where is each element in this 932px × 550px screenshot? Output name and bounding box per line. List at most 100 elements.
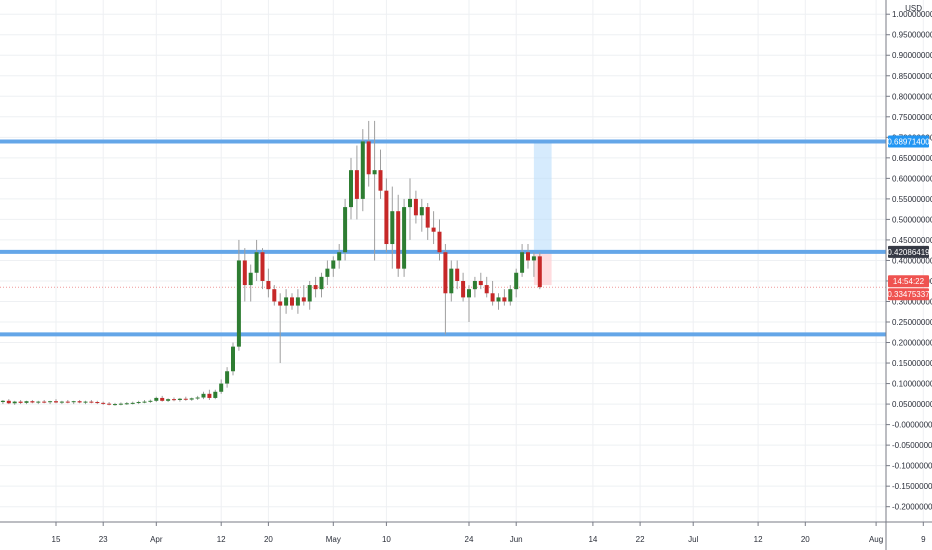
candle-body — [124, 403, 129, 405]
candle-body — [531, 256, 536, 261]
candle-body — [290, 297, 294, 306]
x-tick-label: 15 — [52, 535, 61, 544]
stop-zone — [533, 251, 552, 286]
candle-body — [0, 400, 5, 403]
candle-body — [101, 402, 106, 404]
candle-body — [284, 297, 289, 306]
y-tick-label: -0.00000000 — [892, 421, 932, 430]
y-tick-label: -0.15000000 — [892, 482, 932, 491]
y-tick-label: -0.10000000 — [892, 462, 932, 471]
x-tick-label: May — [326, 535, 341, 544]
candle-body — [372, 170, 377, 175]
grid — [0, 0, 924, 522]
candle-body — [366, 141, 371, 175]
x-tick-label: 14 — [588, 535, 597, 544]
candle-body — [272, 289, 277, 302]
candle-body — [266, 280, 271, 290]
candle-body — [136, 402, 141, 404]
candle-body — [408, 198, 412, 208]
candle-body — [502, 297, 507, 302]
level-price-tag-bg — [888, 245, 929, 258]
x-tick-label: 12 — [217, 535, 226, 544]
y-tick-label: 1.00000000 — [892, 10, 932, 19]
candle-body — [130, 402, 135, 404]
y-tick-label: 0.60000000 — [892, 174, 932, 183]
candle-body — [154, 397, 159, 401]
candle-body — [349, 170, 353, 208]
candle-body — [89, 401, 94, 403]
candle-body — [6, 400, 11, 404]
candle-body — [195, 397, 200, 399]
candle-body — [201, 393, 206, 398]
candle-body — [59, 401, 64, 403]
level-price-tag: 0.42086419 — [887, 248, 930, 257]
x-tick-label: Jul — [688, 535, 698, 544]
x-tick-label: 22 — [636, 535, 645, 544]
candle-body — [183, 398, 188, 400]
y-tick-label: -0.05000000 — [892, 441, 932, 450]
candle-body — [360, 141, 365, 199]
candle-body — [461, 280, 466, 298]
candle-body — [148, 400, 153, 402]
candle-body — [343, 207, 348, 253]
candle-body — [526, 252, 530, 261]
candle-body — [508, 289, 513, 302]
price-axis[interactable]: 1.00000000 0.95000000 0.90000000 0.85000000… — [885, 0, 932, 550]
candle-body — [354, 170, 359, 199]
candle-body — [431, 227, 436, 232]
candle-body — [177, 398, 182, 400]
x-tick-label: 12 — [754, 535, 763, 544]
y-tick-label: 0.85000000 — [892, 72, 932, 81]
y-tick-label: -0.20000000 — [892, 503, 932, 512]
candle-body — [189, 398, 194, 400]
x-tick-label: Apr — [150, 535, 163, 544]
candle-body — [30, 401, 35, 403]
candle-body — [113, 404, 117, 406]
time-axis[interactable]: 15 23 Apr 12 20 May 10 24 Jun 14 22 Jul 12 20 Aug 9 — [0, 521, 932, 544]
candle-body — [83, 401, 88, 403]
y-tick-label: 0.25000000 — [892, 318, 932, 327]
y-tick-label: 0.40000000 — [892, 256, 932, 265]
candle-body — [449, 268, 454, 294]
candle-body — [413, 198, 418, 216]
target-zone — [533, 141, 552, 252]
candle-body — [301, 297, 306, 302]
candle-body — [478, 280, 483, 286]
y-tick-label: 0.05000000 — [892, 400, 932, 409]
candle-body — [490, 293, 495, 302]
x-tick-label: 23 — [99, 535, 108, 544]
candle-body — [484, 285, 489, 294]
candle-body — [219, 383, 224, 392]
candle-body — [331, 260, 336, 269]
candle-body — [337, 252, 342, 261]
countdown-tag-bg — [888, 275, 929, 288]
currency-label: USD — [905, 4, 922, 13]
candle-body — [384, 190, 389, 245]
candle-body — [390, 211, 395, 245]
candle-body — [307, 285, 312, 302]
y-tick-label: 0.80000000 — [892, 92, 932, 101]
candle-body — [425, 207, 430, 228]
candle-body — [520, 252, 525, 273]
current-price-tag-bg — [888, 288, 929, 301]
horizontal-levels[interactable] — [0, 139, 886, 337]
candle-body — [236, 260, 241, 347]
candle-body — [313, 285, 318, 290]
candle-body — [496, 297, 501, 302]
candle-body — [402, 207, 407, 269]
candle-body — [319, 276, 324, 290]
y-tick-label: 0.15000000 — [892, 359, 932, 368]
price-tags: 0.68971400 0.42086419 14:54:22 0.33475337 — [887, 135, 930, 301]
y-tick-label: 0.45000000 — [892, 236, 932, 245]
countdown-tag: 14:54:22 — [893, 277, 925, 286]
x-tick-label: Jun — [510, 535, 523, 544]
y-tick-label: 0.10000000 — [892, 380, 932, 389]
candle-body — [24, 401, 29, 403]
y-tick-label: 0.20000000 — [892, 339, 932, 348]
candle-body — [36, 401, 41, 403]
level-price-tag-bg — [888, 135, 929, 148]
candle-body — [443, 252, 448, 294]
candle-body — [118, 403, 123, 405]
candle-body — [260, 252, 265, 281]
